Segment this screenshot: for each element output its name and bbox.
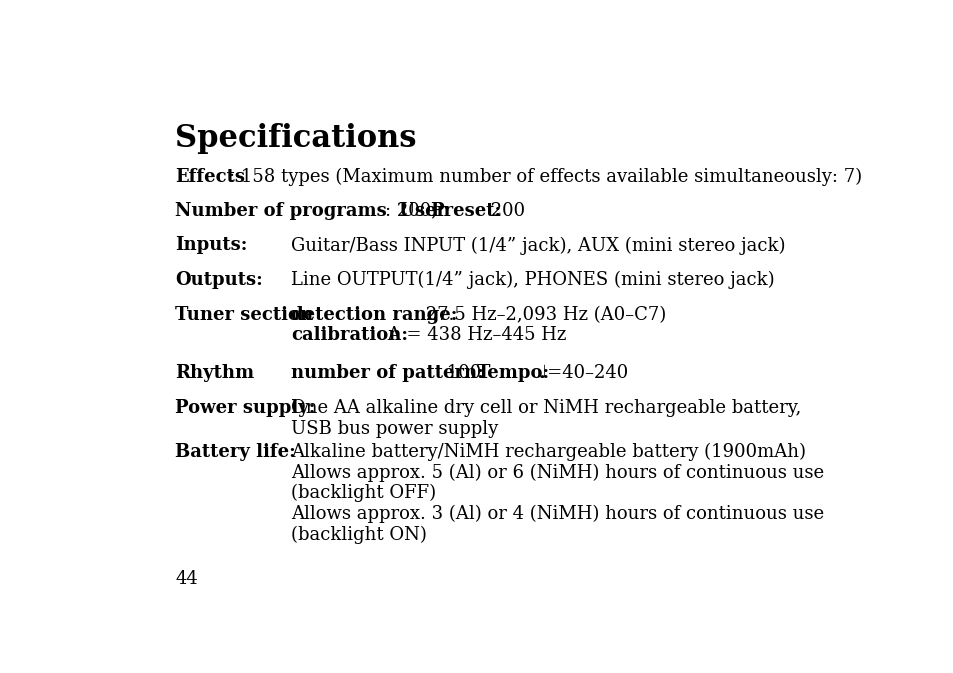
Text: (backlight OFF): (backlight OFF) <box>291 485 436 503</box>
Text: Guitar/Bass INPUT (1/4” jack), AUX (mini stereo jack): Guitar/Bass INPUT (1/4” jack), AUX (mini… <box>291 236 785 254</box>
Text: Allows approx. 3 (Al) or 4 (NiMH) hours of continuous use: Allows approx. 3 (Al) or 4 (NiMH) hours … <box>291 505 823 524</box>
Text: 27.5 Hz–2,093 Hz (A0–C7): 27.5 Hz–2,093 Hz (A0–C7) <box>420 306 666 324</box>
Text: 200: 200 <box>484 202 524 219</box>
Text: USB bus power supply: USB bus power supply <box>291 419 498 437</box>
Text: 100: 100 <box>440 364 486 382</box>
Text: One AA alkaline dry cell or NiMH rechargeable battery,: One AA alkaline dry cell or NiMH recharg… <box>291 399 801 417</box>
Text: detection range:: detection range: <box>291 306 457 324</box>
Text: Tempo:: Tempo: <box>476 364 549 382</box>
Text: Tuner section: Tuner section <box>174 306 313 324</box>
Text: number of pattern:: number of pattern: <box>291 364 483 382</box>
Text: Effects: Effects <box>174 168 245 186</box>
Text: Allows approx. 5 (Al) or 6 (NiMH) hours of continuous use: Allows approx. 5 (Al) or 6 (NiMH) hours … <box>291 464 823 482</box>
Text: 44: 44 <box>174 570 197 588</box>
Text: Battery life:: Battery life: <box>174 443 295 460</box>
Text: (backlight ON): (backlight ON) <box>291 526 427 544</box>
Text: Preset:: Preset: <box>430 202 500 219</box>
Text: Alkaline battery/NiMH rechargeable battery (1900mAh): Alkaline battery/NiMH rechargeable batte… <box>291 443 805 461</box>
Text: calibration:: calibration: <box>291 326 408 345</box>
Text: ♩=40–240: ♩=40–240 <box>533 364 628 382</box>
Text: Inputs:: Inputs: <box>174 236 247 254</box>
Text: : 200,: : 200, <box>385 202 442 219</box>
Text: Power supply:: Power supply: <box>174 399 315 417</box>
Text: Outputs:: Outputs: <box>174 271 262 289</box>
Text: Number of programs  User: Number of programs User <box>174 202 446 219</box>
Text: : 158 types (Maximum number of effects available simultaneously: 7): : 158 types (Maximum number of effects a… <box>229 168 862 186</box>
Text: A = 438 Hz–445 Hz: A = 438 Hz–445 Hz <box>381 326 566 345</box>
Text: Line OUTPUT(1/4” jack), PHONES (mini stereo jack): Line OUTPUT(1/4” jack), PHONES (mini ste… <box>291 271 774 289</box>
Text: Specifications: Specifications <box>174 123 416 154</box>
Text: Rhythm: Rhythm <box>174 364 253 382</box>
